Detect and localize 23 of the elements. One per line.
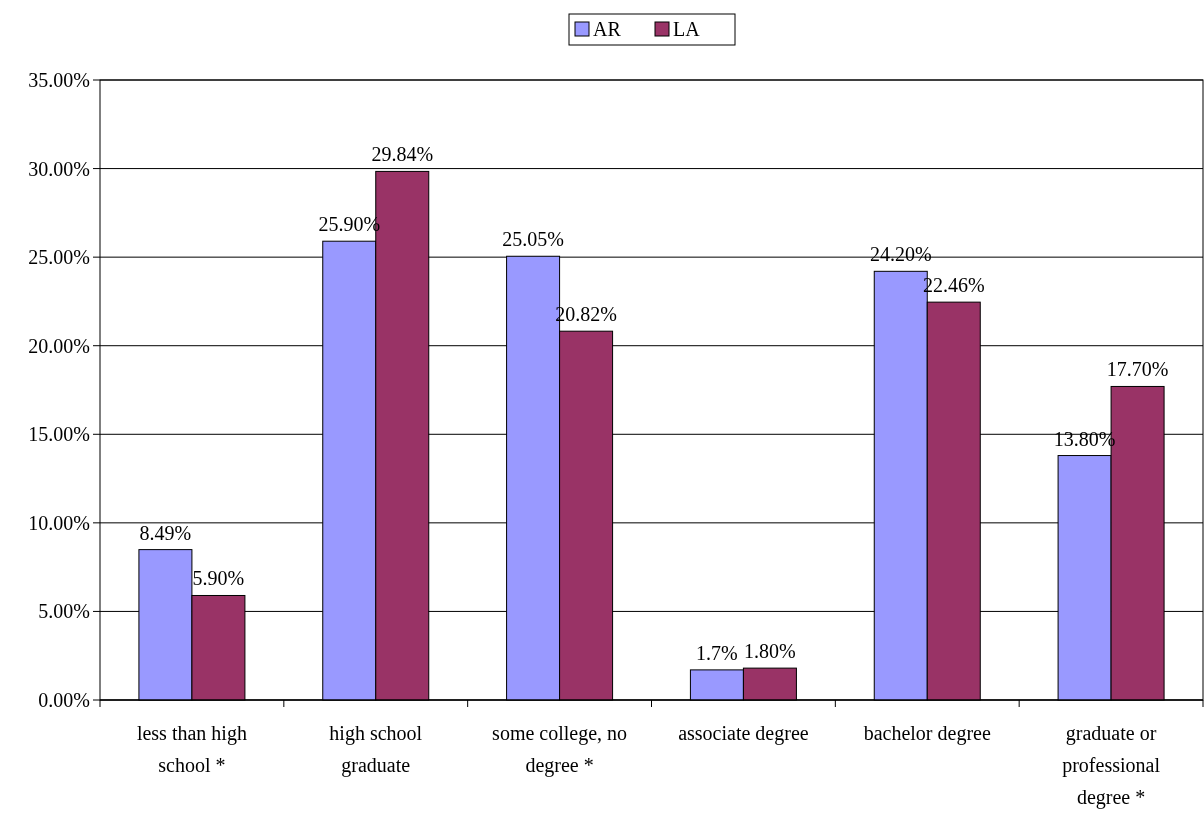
data-label: 25.05%: [502, 228, 564, 251]
y-tick-label: 5.00%: [38, 600, 90, 623]
x-tick-label: bachelor degree: [863, 722, 991, 745]
legend-label: AR: [593, 18, 622, 40]
legend-label: LA: [673, 18, 701, 40]
y-tick-label: 25.00%: [28, 246, 90, 269]
y-tick-label: 20.00%: [28, 334, 90, 357]
data-label: 1.80%: [744, 640, 796, 663]
data-label: 8.49%: [139, 521, 192, 544]
y-tick-label: 10.00%: [28, 511, 90, 534]
x-tick-label: graduate or professional degree *: [1062, 722, 1161, 809]
x-tick-label: some college, no degree *: [492, 722, 628, 777]
x-tick-label: high school graduate: [329, 722, 423, 777]
data-label: 29.84%: [371, 143, 434, 166]
y-tick-label: 30.00%: [28, 157, 90, 180]
x-tick-label: associate degree: [678, 722, 809, 745]
y-tick-label: 15.00%: [28, 423, 90, 446]
y-tick-label: 0.00%: [38, 689, 90, 711]
data-label: 17.70%: [1106, 358, 1169, 381]
data-label: 1.7%: [696, 641, 738, 664]
y-tick-label: 35.00%: [28, 69, 90, 91]
x-tick-label: less than high school *: [136, 722, 247, 776]
data-label: 5.90%: [192, 567, 245, 590]
